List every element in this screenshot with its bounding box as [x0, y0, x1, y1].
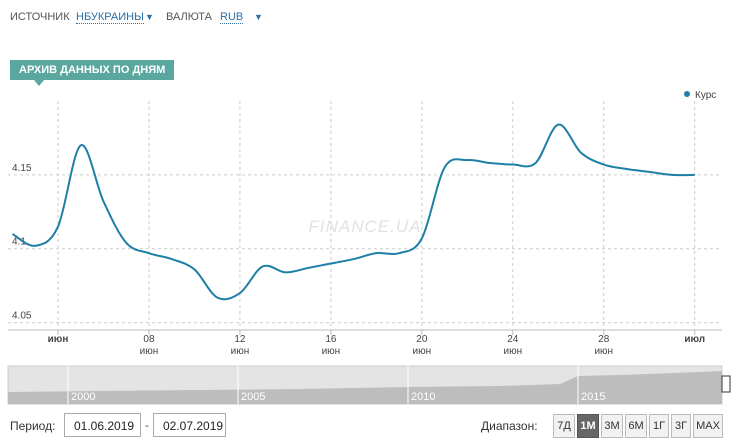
x-tick-label: 20 — [416, 334, 428, 345]
x-tick-sublabel: июн — [413, 346, 432, 357]
x-tick-label: 16 — [325, 334, 337, 345]
range-button[interactable]: 1Г — [649, 414, 669, 438]
y-tick-label: 4.1 — [12, 237, 26, 248]
dropdown-arrow: ▼ — [145, 12, 154, 22]
x-tick-sublabel: июн — [231, 346, 250, 357]
navigator-year: 2015 — [581, 391, 605, 403]
x-tick-label: июл — [684, 334, 705, 345]
navigator-year: 2005 — [241, 391, 265, 403]
range-button[interactable]: 7Д — [553, 414, 575, 438]
source-label: ИСТОЧНИК — [10, 11, 70, 23]
period-label: Период: — [10, 419, 56, 433]
navigator-year: 2010 — [411, 391, 435, 403]
navigator-year: 2000 — [71, 391, 95, 403]
date-to[interactable]: 02.07.2019 — [153, 413, 226, 437]
range-label: Диапазон: — [481, 419, 538, 433]
banner: АРХИВ ДАННЫХ ПО ДНЯМ — [10, 60, 175, 80]
y-tick-label: 4.05 — [12, 311, 32, 322]
legend-label: Курс — [695, 90, 716, 101]
x-tick-sublabel: июн — [140, 346, 159, 357]
range-button[interactable]: MAX — [693, 414, 723, 438]
x-tick-label: 28 — [598, 334, 610, 345]
range-button[interactable]: 3Г — [671, 414, 691, 438]
range-button[interactable]: 3М — [601, 414, 623, 438]
currency-select[interactable]: RUB — [220, 11, 244, 24]
x-tick-sublabel: июн — [503, 346, 522, 357]
legend-marker — [684, 91, 690, 97]
x-tick-label: 08 — [143, 334, 155, 345]
currency-label: ВАЛЮТА — [166, 11, 212, 23]
x-tick-label: 12 — [234, 334, 246, 345]
line — [12, 123, 695, 301]
date-from[interactable]: 01.06.2019 — [64, 413, 141, 437]
x-tick-label: 24 — [507, 334, 519, 345]
x-tick-label: июн — [48, 334, 69, 345]
dash: - — [145, 418, 149, 432]
range-button[interactable]: 1М — [577, 414, 599, 438]
dropdown-arrow: ▼ — [254, 12, 263, 22]
source-select[interactable]: НБУКРАИНЫ — [76, 11, 144, 24]
y-tick-label: 4.15 — [12, 163, 32, 174]
x-tick-sublabel: июн — [594, 346, 613, 357]
range-button[interactable]: 6М — [625, 414, 647, 438]
watermark: FINANCE.UA — [309, 217, 422, 236]
x-tick-sublabel: июн — [322, 346, 341, 357]
